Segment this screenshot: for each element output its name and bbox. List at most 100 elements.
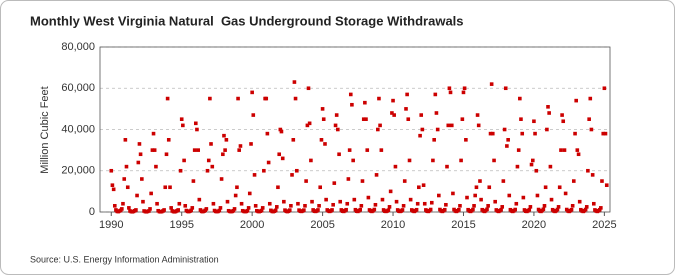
point [404, 107, 408, 111]
point [520, 131, 525, 136]
y-tick-label: 40,000 [61, 123, 95, 135]
point [583, 207, 588, 212]
point [148, 207, 152, 211]
point [323, 142, 327, 146]
point [237, 148, 241, 152]
point [461, 90, 466, 95]
point [428, 207, 433, 212]
point [239, 201, 244, 206]
point [474, 185, 479, 190]
point [590, 173, 595, 177]
point [557, 185, 562, 190]
point [437, 193, 441, 198]
point [183, 204, 188, 208]
point [282, 199, 286, 204]
point [462, 86, 467, 91]
point [280, 156, 285, 161]
point [265, 131, 270, 136]
point [110, 183, 115, 187]
point [422, 201, 427, 206]
point [163, 185, 168, 190]
point [471, 207, 475, 212]
point [529, 162, 534, 167]
point [253, 204, 258, 208]
point [501, 179, 506, 183]
point [380, 197, 385, 202]
point [155, 201, 159, 206]
point [291, 138, 296, 142]
point [465, 195, 469, 200]
point [211, 201, 216, 206]
point [179, 117, 184, 121]
x-tick-label: 2000 [240, 219, 264, 231]
point [577, 199, 582, 204]
point [252, 173, 257, 177]
point [345, 201, 350, 206]
point [231, 208, 236, 213]
point [363, 100, 367, 105]
point [515, 164, 520, 169]
point [507, 193, 512, 198]
point [571, 179, 576, 183]
point [475, 113, 480, 117]
x-tick-label: 2020 [522, 219, 546, 231]
point [181, 123, 185, 128]
y-axis-label: Million Cubic Feet [39, 86, 51, 173]
point [444, 202, 448, 207]
point [217, 208, 222, 213]
point [406, 117, 411, 121]
point [562, 148, 567, 152]
point [196, 148, 200, 152]
point [434, 111, 439, 115]
point [464, 138, 468, 142]
x-tick-label: 1995 [169, 219, 193, 231]
point [364, 117, 368, 121]
point [392, 113, 396, 117]
point [208, 96, 212, 101]
point [431, 158, 435, 163]
point [374, 173, 379, 177]
point [350, 102, 354, 107]
point [394, 199, 399, 204]
point [135, 193, 139, 198]
x-tick-label: 2010 [381, 219, 405, 231]
point [232, 207, 237, 211]
point [405, 92, 409, 97]
point [344, 207, 348, 212]
point [224, 138, 229, 142]
y-tick-label: 80,000 [61, 41, 95, 53]
point [262, 168, 266, 173]
point [111, 187, 116, 192]
point [377, 96, 381, 101]
point [587, 117, 591, 121]
point [503, 86, 508, 91]
point [122, 177, 127, 181]
point [600, 179, 604, 183]
point [154, 164, 158, 169]
point [401, 204, 406, 208]
point [127, 206, 131, 210]
point [317, 204, 321, 208]
point [303, 204, 307, 208]
point [290, 173, 294, 177]
point [570, 204, 575, 208]
point [250, 90, 254, 95]
point [304, 179, 308, 183]
point [602, 86, 607, 91]
point [177, 201, 182, 206]
point [366, 195, 371, 200]
point [361, 117, 366, 121]
point [445, 164, 449, 169]
point [446, 123, 451, 128]
point [266, 160, 271, 165]
point [493, 199, 497, 204]
point [259, 208, 264, 213]
point [296, 201, 300, 206]
point [419, 113, 424, 117]
point [586, 168, 590, 173]
point [351, 158, 355, 163]
point [532, 119, 536, 124]
point [518, 96, 522, 101]
point [121, 201, 125, 206]
point [236, 96, 240, 101]
